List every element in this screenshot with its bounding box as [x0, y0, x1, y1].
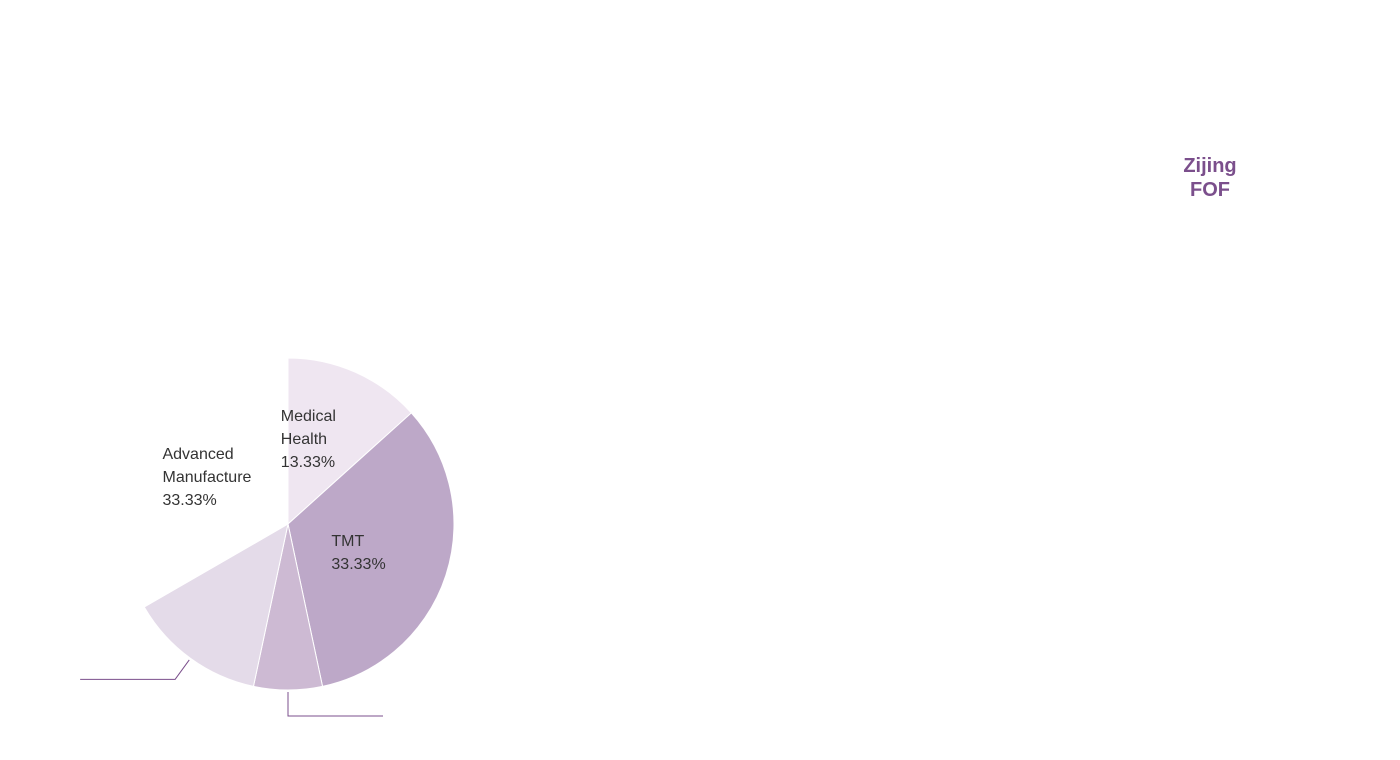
- chart-title: Zijing FOF: [1183, 155, 1237, 201]
- slice-label: Medical Health 13.33%: [281, 405, 381, 474]
- pie-slice: [143, 523, 289, 687]
- slice-name: TMT: [331, 532, 365, 550]
- slice-label: Advanced Manufacture 33.33%: [162, 443, 262, 512]
- leader-line: [287, 692, 383, 717]
- slice-label: TMT 33.33%: [331, 530, 431, 576]
- leader-line: [80, 659, 190, 680]
- pie-slice: [287, 412, 455, 687]
- pie-slice: [121, 357, 289, 608]
- slice-name: Medical Health: [280, 407, 336, 448]
- slice-name: Advanced Manufacture: [162, 446, 252, 487]
- value-label: 13.33%: [280, 453, 336, 471]
- value-label: 33.33%: [331, 555, 386, 573]
- value-label: 33.33%: [162, 492, 217, 510]
- pie-slice: [287, 357, 413, 526]
